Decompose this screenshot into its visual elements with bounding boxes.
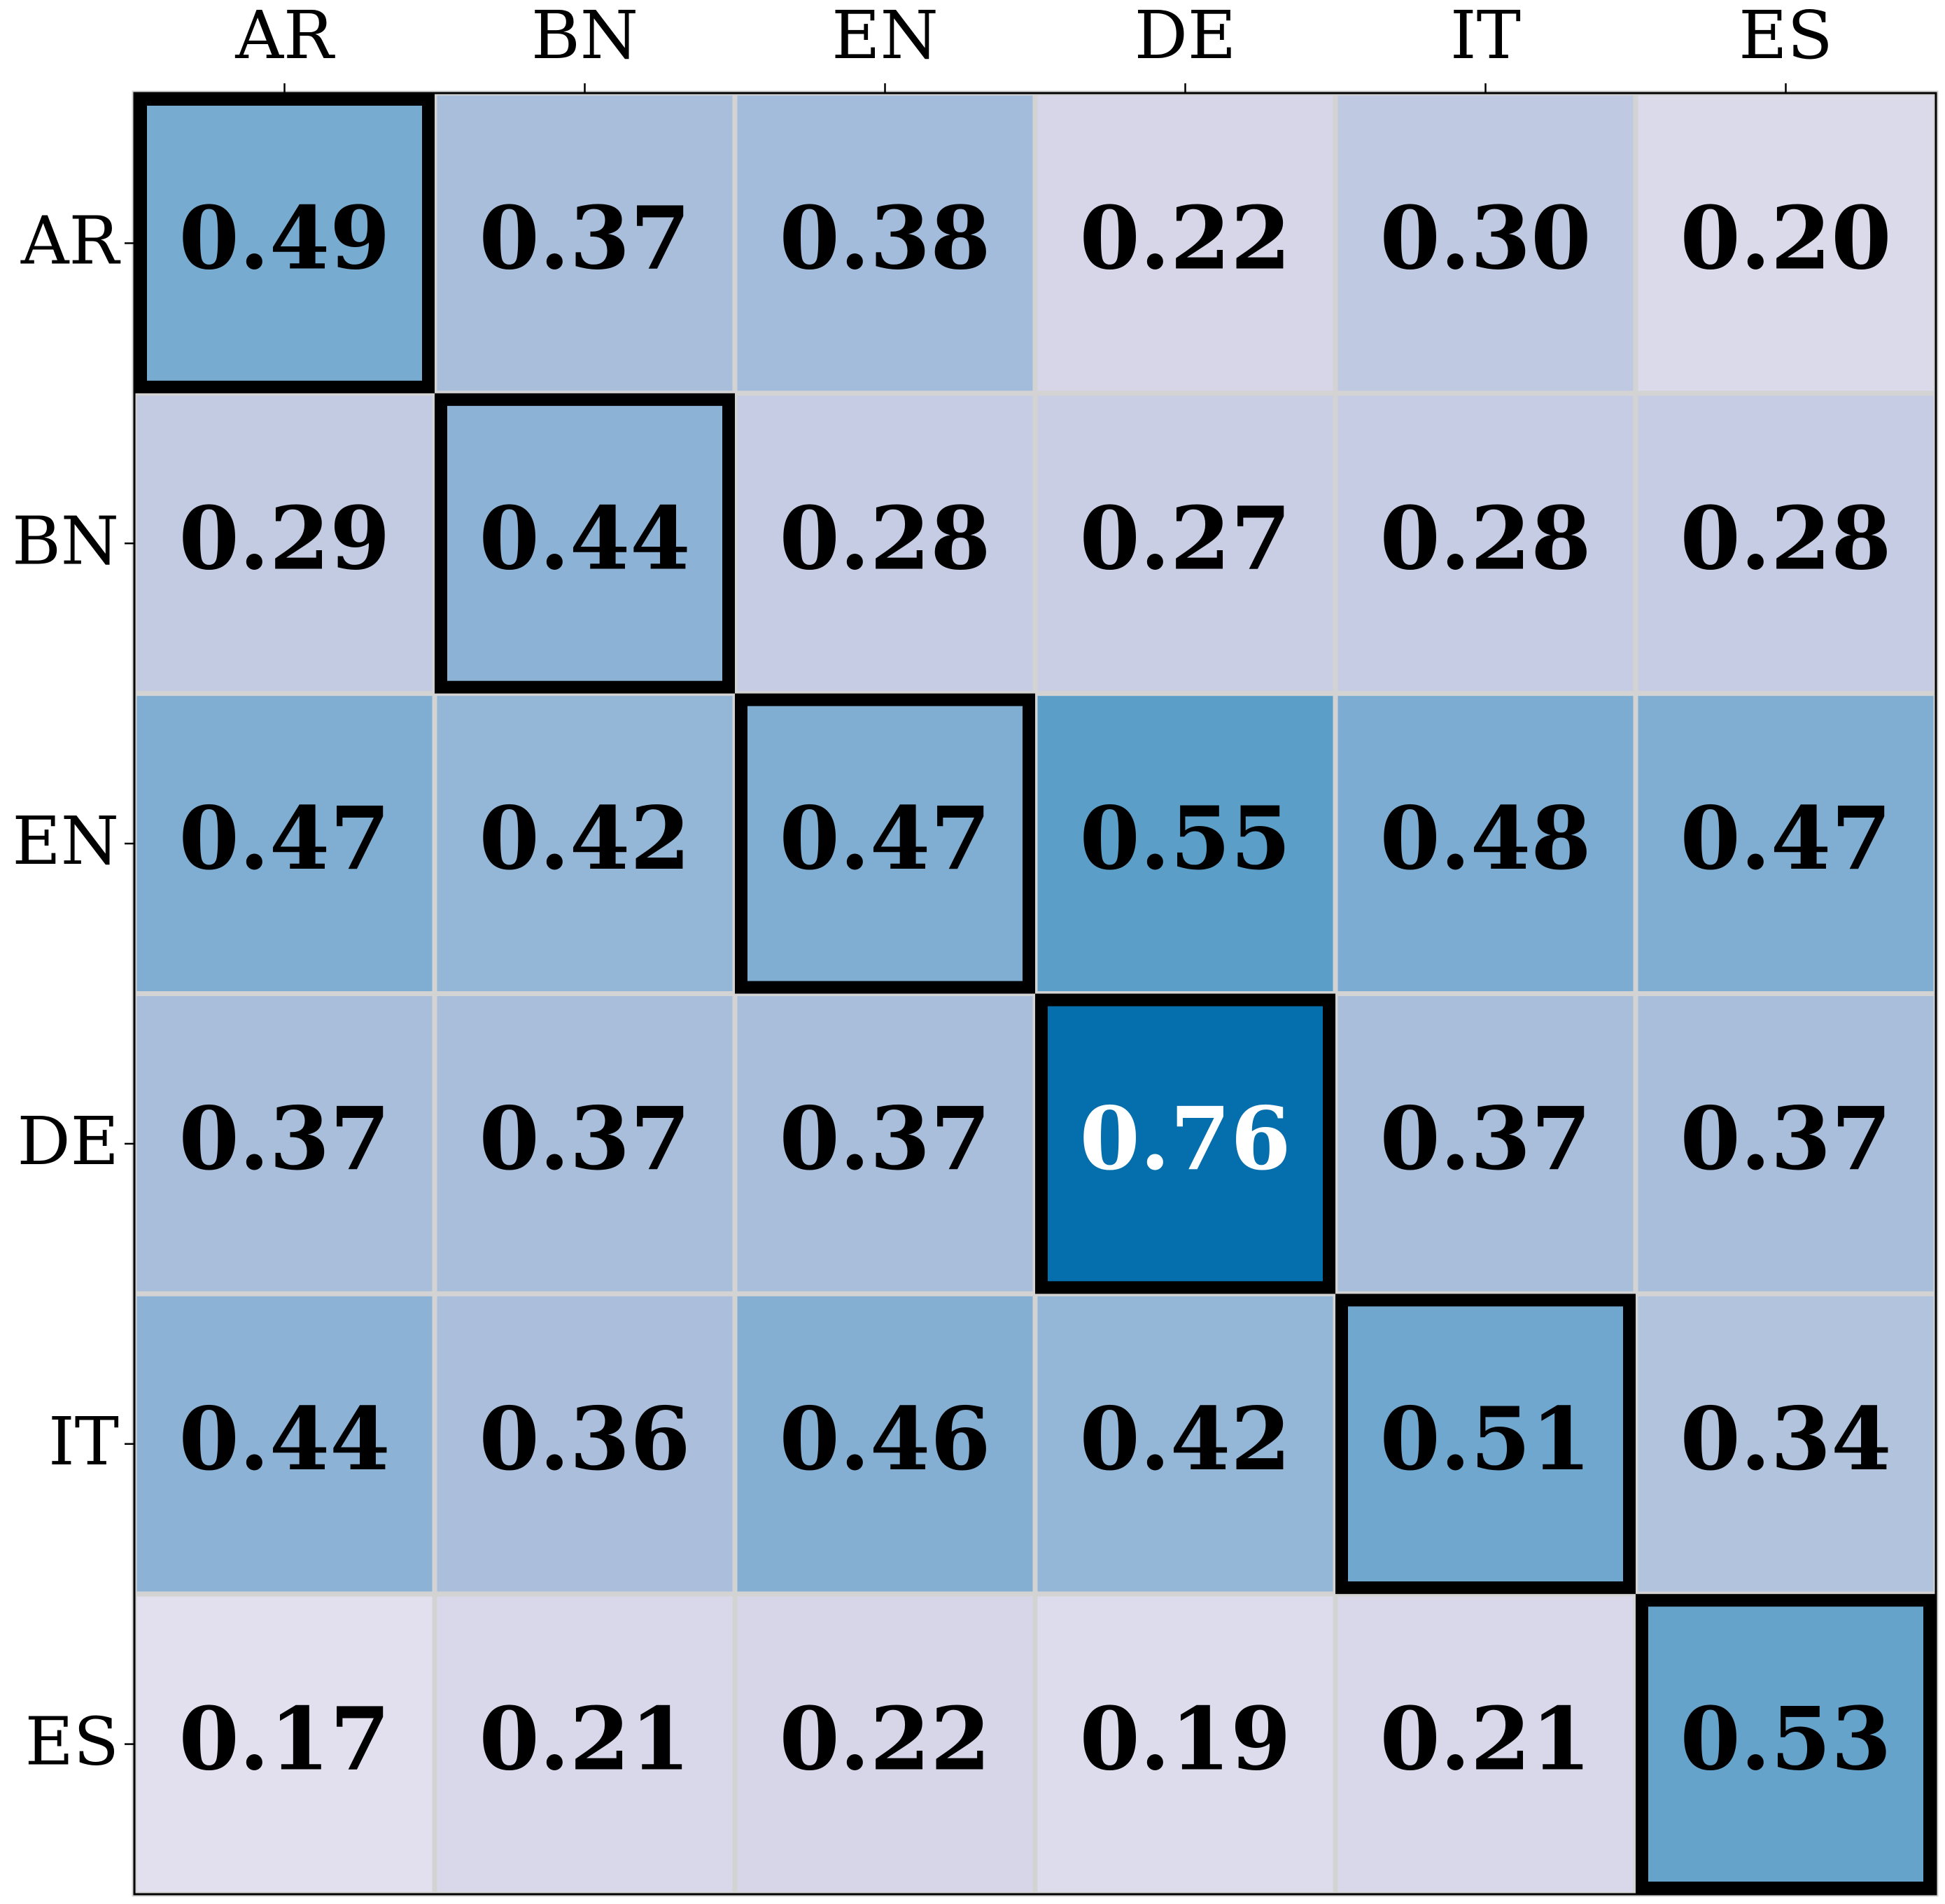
cell-value-label: 0.42 — [479, 788, 690, 890]
heatmap-cell — [732, 991, 1038, 1296]
cell-value-label: 0.47 — [1680, 788, 1891, 890]
cell-value-label: 0.47 — [779, 788, 990, 890]
cell-value-label: 0.22 — [1079, 188, 1291, 290]
cell-value-label: 0.55 — [1079, 788, 1291, 890]
x-tick-label: DE — [1135, 0, 1237, 74]
y-tick-label: ES — [25, 1704, 119, 1781]
x-tick-label: AR — [234, 0, 335, 74]
heatmap-cell — [132, 1291, 437, 1597]
heatmap-cell — [1333, 1291, 1638, 1597]
cell-value-label: 0.48 — [1379, 788, 1591, 890]
cell-value-label: 0.36 — [479, 1389, 690, 1490]
diagonal-highlight — [435, 393, 735, 694]
heatmap-cell — [1633, 391, 1939, 696]
y-tick-label: IT — [48, 1404, 119, 1480]
cell-value-label: 0.46 — [779, 1389, 990, 1490]
cell-value-label: 0.34 — [1680, 1389, 1891, 1490]
heatmap-cell — [432, 991, 738, 1296]
cell-value-label: 0.17 — [178, 1689, 390, 1791]
cell-value-label: 0.29 — [178, 488, 390, 589]
y-tick-label: EN — [13, 803, 119, 880]
heatmap-cell — [1633, 691, 1939, 997]
x-tick-label: EN — [831, 0, 938, 74]
cell-value-label: 0.20 — [1680, 188, 1891, 290]
heatmap-cell — [132, 991, 437, 1296]
cell-value-label: 0.37 — [479, 1088, 690, 1190]
cell-value-label: 0.76 — [1079, 1088, 1291, 1190]
cell-value-label: 0.28 — [1680, 488, 1891, 589]
heatmap-cell — [132, 1591, 437, 1897]
cell-value-label: 0.30 — [1379, 188, 1591, 290]
plot-frame — [133, 92, 1937, 1896]
cell-value-label: 0.37 — [1680, 1088, 1891, 1190]
heatmap-cell — [1633, 90, 1939, 396]
x-tick-label: ES — [1739, 0, 1832, 74]
cell-value-label: 0.28 — [1379, 488, 1591, 589]
y-tick-label: BN — [12, 503, 119, 580]
y-tick-label: DE — [17, 1103, 119, 1180]
heatmap-cell — [432, 90, 738, 396]
heatmap-cell — [1032, 391, 1338, 696]
cell-value-label: 0.19 — [1079, 1689, 1291, 1791]
x-tick-label: BN — [531, 0, 638, 74]
heatmap-cell — [732, 1291, 1038, 1597]
heatmap-cell — [1333, 691, 1638, 997]
heatmap-cell — [1633, 1591, 1939, 1897]
cell-value-label: 0.44 — [479, 488, 690, 589]
cell-value-label: 0.37 — [779, 1088, 990, 1190]
heatmap-cell — [432, 691, 738, 997]
cell-value-label: 0.38 — [779, 188, 990, 290]
cell-value-label: 0.37 — [1379, 1088, 1591, 1190]
cell-value-label: 0.21 — [479, 1689, 690, 1791]
y-tick-label: AR — [20, 202, 121, 279]
diagonal-highlight — [1335, 1294, 1636, 1595]
cell-value-label: 0.44 — [178, 1389, 390, 1490]
cell-value-label: 0.53 — [1680, 1689, 1891, 1791]
cell-value-label: 0.27 — [1079, 488, 1291, 589]
cell-value-label: 0.42 — [1079, 1389, 1291, 1490]
cell-value-label: 0.22 — [779, 1689, 990, 1791]
cell-value-label: 0.47 — [178, 788, 390, 890]
diagonal-highlight — [1636, 1594, 1936, 1895]
heatmap-cell — [1333, 991, 1638, 1296]
diagonal-highlight — [735, 693, 1035, 994]
diagonal-highlight — [1035, 993, 1335, 1294]
cell-value-label: 0.37 — [479, 188, 690, 290]
cell-value-label: 0.28 — [779, 488, 990, 589]
x-tick-label: IT — [1450, 0, 1521, 74]
cell-value-label: 0.21 — [1379, 1689, 1591, 1791]
heatmap-cell — [1032, 1291, 1338, 1597]
diagonal-highlight — [134, 93, 435, 393]
cell-value-label: 0.37 — [178, 1088, 390, 1190]
cell-value-label: 0.51 — [1379, 1389, 1591, 1490]
cell-value-label: 0.49 — [178, 188, 390, 290]
heatmap-cell — [132, 90, 437, 396]
